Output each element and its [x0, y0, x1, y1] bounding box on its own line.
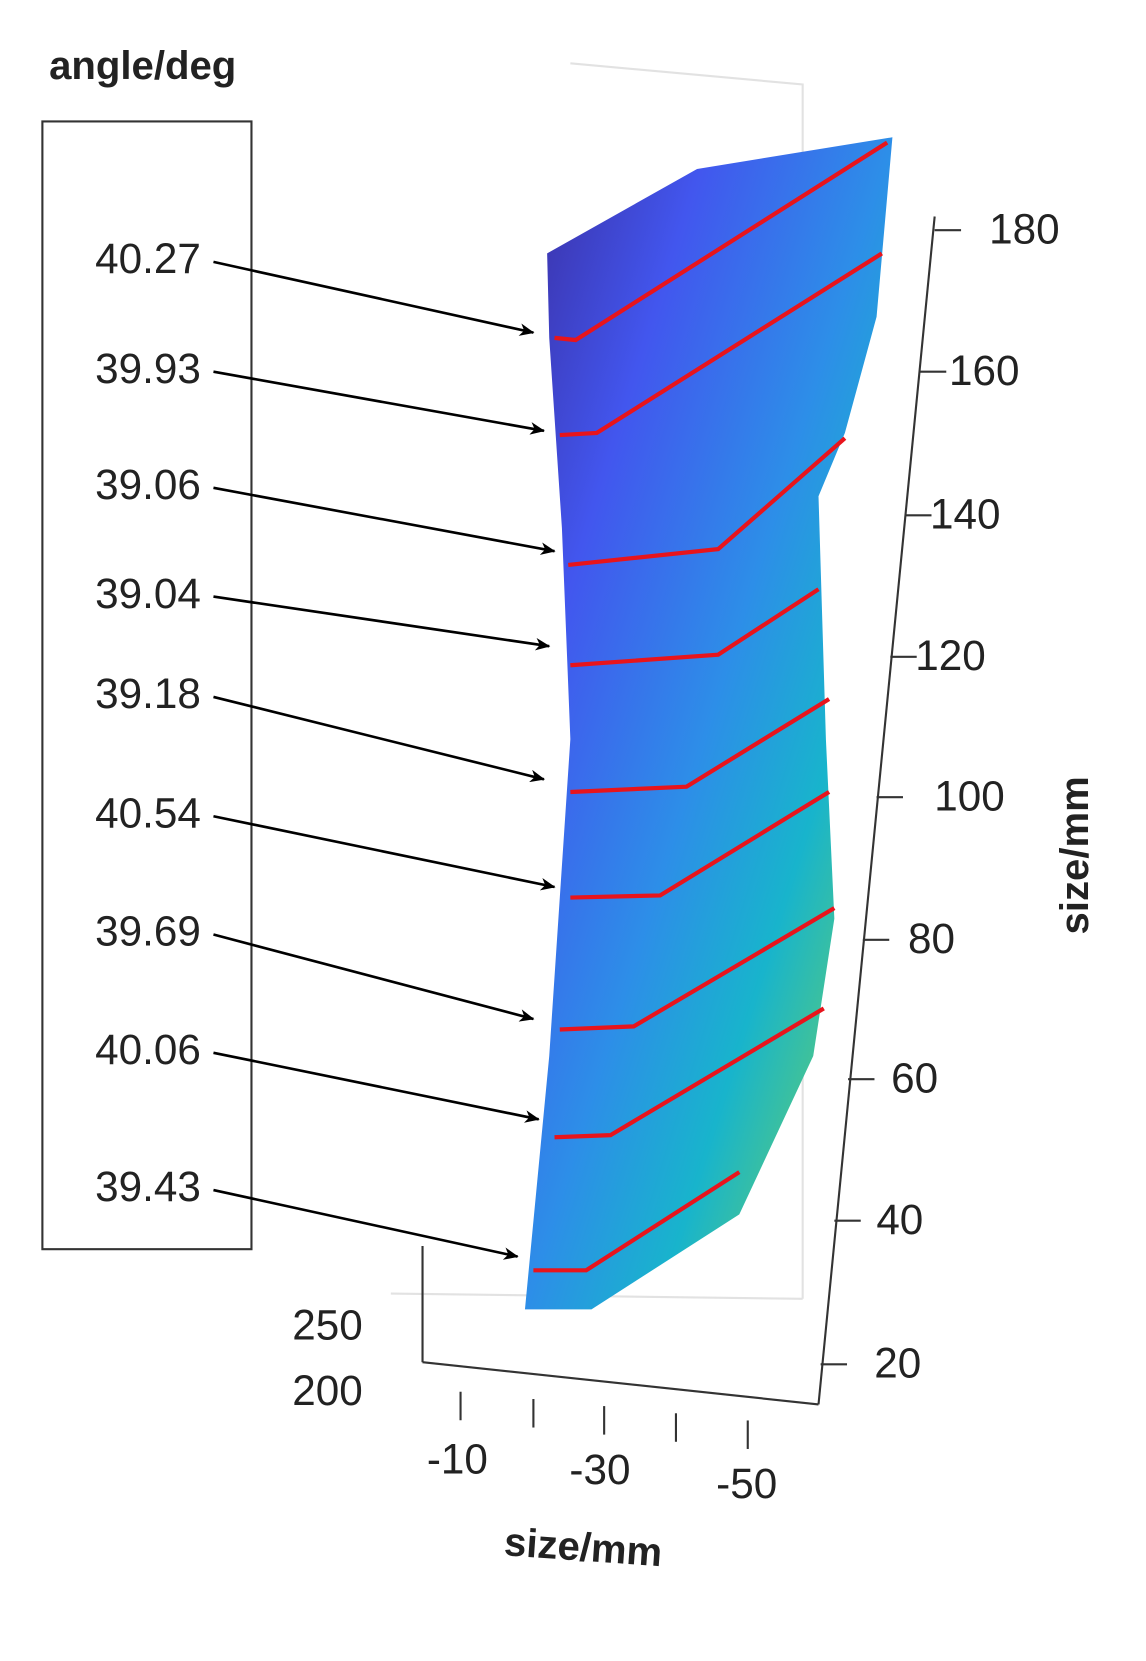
x-tick-label: -10 [427, 1436, 488, 1483]
arrow [213, 1188, 519, 1260]
axes [421, 216, 936, 1406]
y-tick-label: 180 [989, 205, 1059, 252]
angle-label: 39.06 [95, 461, 201, 508]
y-tick-label: 20 [874, 1340, 921, 1387]
angle-label: 39.18 [95, 670, 201, 717]
annotation-box [41, 120, 253, 1251]
angle-label: 39.04 [95, 570, 201, 617]
arrow [213, 1051, 540, 1123]
arrow [213, 595, 551, 651]
y-axis-label: size/mm [1052, 776, 1097, 934]
y-tick-label: 100 [934, 773, 1004, 820]
arrow [213, 814, 556, 891]
x-tick-label: -30 [569, 1446, 630, 1493]
arrow [213, 486, 556, 555]
angle-label: 39.69 [95, 908, 201, 955]
arrow [213, 695, 545, 783]
y-tick-label: 60 [891, 1054, 938, 1101]
angle-label: 40.54 [95, 789, 201, 836]
y-tick-label: 140 [930, 491, 1000, 538]
section-lines [533, 140, 889, 1273]
angle-label: 40.06 [95, 1026, 201, 1073]
x-axis-label: size/mm [503, 1519, 664, 1575]
legend-title: angle/deg [49, 43, 236, 88]
z-tick-label: 250 [292, 1302, 362, 1349]
y-tick-label: 40 [876, 1196, 923, 1243]
arrow [213, 260, 535, 336]
arrow [213, 933, 535, 1022]
angle-label: 40.27 [95, 235, 201, 282]
y-tick-label: 120 [915, 632, 985, 679]
y-tick-label: 80 [908, 915, 955, 962]
y-tick-label: 160 [949, 347, 1019, 394]
x-tick-label: -50 [716, 1460, 777, 1507]
angle-label: 39.43 [95, 1163, 201, 1210]
angle-label: 39.93 [95, 345, 201, 392]
surface [524, 137, 893, 1310]
z-tick-label: 200 [292, 1367, 362, 1414]
arrow [213, 370, 546, 435]
